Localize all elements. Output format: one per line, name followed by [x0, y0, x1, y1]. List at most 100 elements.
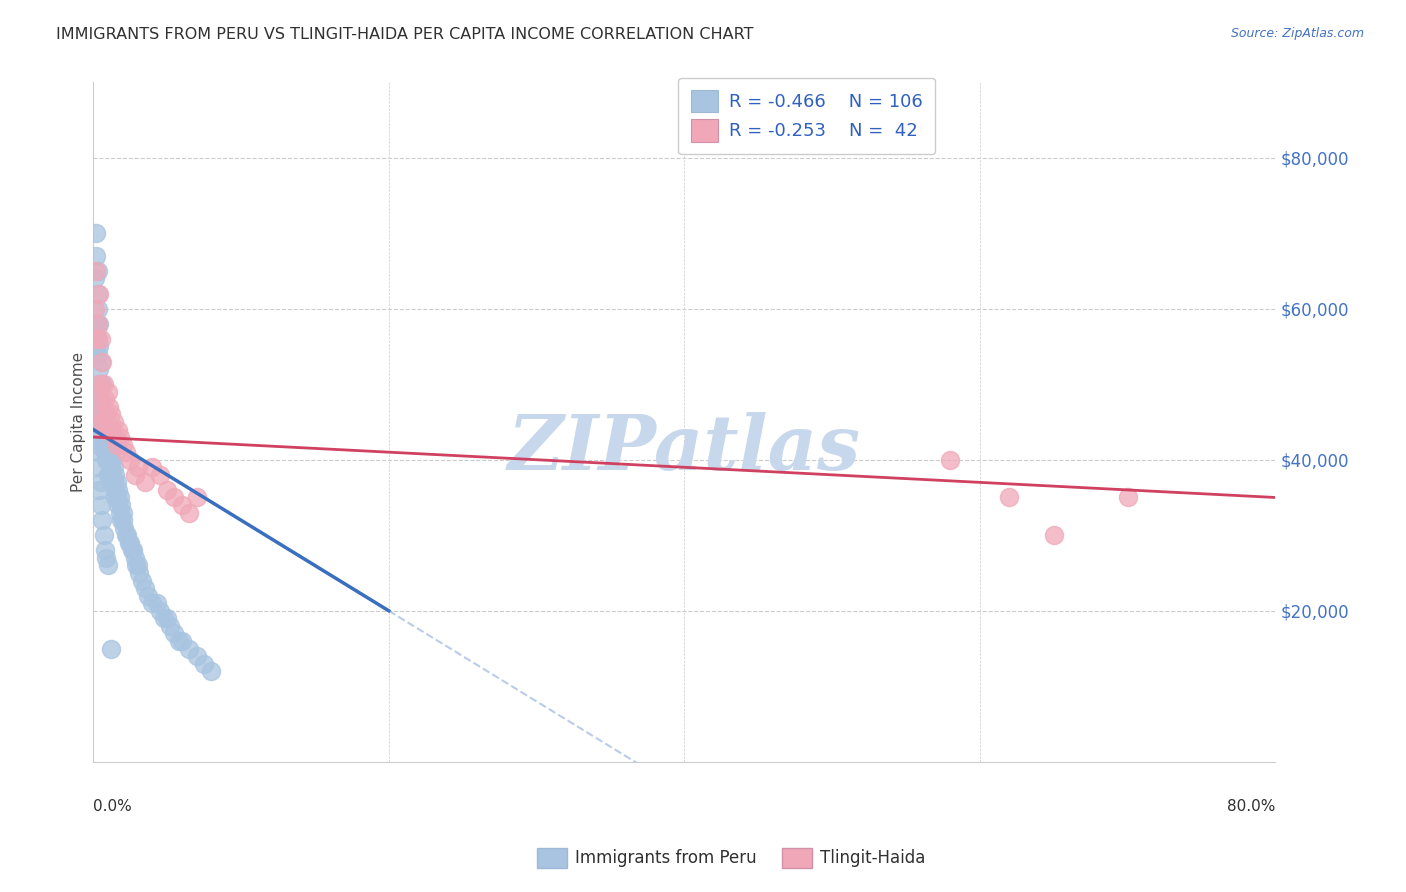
Point: [91, 415, 114, 429]
Point: [86, 317, 108, 331]
Point: [84, 423, 107, 437]
Point: [186, 491, 208, 505]
Point: [998, 491, 1021, 505]
Point: [83, 408, 105, 422]
Point: [91, 513, 114, 527]
Point: [90, 354, 112, 368]
Text: IMMIGRANTS FROM PERU VS TLINGIT-HAIDA PER CAPITA INCOME CORRELATION CHART: IMMIGRANTS FROM PERU VS TLINGIT-HAIDA PE…: [56, 27, 754, 42]
Point: [114, 528, 136, 542]
Point: [141, 596, 163, 610]
Point: [93, 408, 115, 422]
Point: [100, 475, 122, 490]
Point: [141, 460, 163, 475]
Point: [100, 445, 122, 459]
Point: [110, 513, 132, 527]
Point: [124, 467, 146, 482]
Point: [108, 491, 131, 505]
Point: [90, 392, 112, 407]
Point: [104, 483, 127, 497]
Text: Source: ZipAtlas.com: Source: ZipAtlas.com: [1230, 27, 1364, 40]
Point: [84, 332, 107, 346]
Point: [97, 558, 120, 573]
Point: [96, 408, 118, 422]
Point: [111, 437, 134, 451]
Legend: Immigrants from Peru, Tlingit-Haida: Immigrants from Peru, Tlingit-Haida: [530, 841, 932, 875]
Point: [179, 506, 201, 520]
Point: [94, 392, 117, 407]
Point: [87, 339, 110, 353]
Point: [91, 354, 114, 368]
Point: [100, 408, 122, 422]
Point: [167, 634, 190, 648]
Point: [97, 384, 120, 399]
Point: [163, 491, 186, 505]
Point: [101, 452, 124, 467]
Point: [90, 408, 112, 422]
Point: [112, 521, 135, 535]
Point: [122, 543, 145, 558]
Point: [115, 528, 138, 542]
Point: [163, 626, 186, 640]
Point: [101, 423, 124, 437]
Point: [103, 460, 125, 475]
Point: [97, 430, 120, 444]
Point: [107, 498, 129, 512]
Point: [98, 452, 121, 467]
Point: [111, 506, 134, 520]
Point: [121, 543, 143, 558]
Point: [179, 641, 201, 656]
Point: [125, 558, 148, 573]
Point: [84, 226, 107, 240]
Point: [86, 347, 108, 361]
Point: [90, 498, 112, 512]
Point: [117, 536, 139, 550]
Point: [114, 445, 136, 459]
Point: [94, 445, 117, 459]
Point: [91, 377, 114, 392]
Point: [87, 317, 110, 331]
Point: [94, 415, 117, 429]
Point: [100, 641, 122, 656]
Point: [94, 543, 117, 558]
Point: [1116, 491, 1139, 505]
Y-axis label: Per Capita Income: Per Capita Income: [72, 352, 86, 492]
Point: [98, 467, 121, 482]
Point: [86, 286, 108, 301]
Point: [153, 611, 176, 625]
Point: [111, 513, 134, 527]
Point: [127, 558, 149, 573]
Point: [939, 452, 962, 467]
Point: [94, 430, 117, 444]
Point: [86, 317, 108, 331]
Text: ZIPatlas: ZIPatlas: [508, 412, 860, 486]
Point: [86, 392, 108, 407]
Point: [86, 460, 108, 475]
Point: [87, 377, 110, 392]
Point: [134, 581, 156, 595]
Point: [93, 423, 115, 437]
Point: [83, 301, 105, 316]
Point: [108, 506, 131, 520]
Point: [156, 483, 179, 497]
Point: [101, 467, 124, 482]
Point: [90, 475, 112, 490]
Point: [83, 317, 105, 331]
Point: [131, 574, 153, 588]
Point: [96, 437, 118, 451]
Legend: R = -0.466    N = 106, R = -0.253    N =  42: R = -0.466 N = 106, R = -0.253 N = 42: [678, 78, 935, 154]
Point: [87, 408, 110, 422]
Point: [87, 445, 110, 459]
Point: [134, 475, 156, 490]
Point: [104, 467, 127, 482]
Point: [97, 423, 120, 437]
Point: [145, 596, 167, 610]
Point: [105, 437, 128, 451]
Point: [105, 491, 128, 505]
Point: [186, 648, 208, 663]
Point: [86, 332, 108, 346]
Point: [93, 423, 115, 437]
Point: [105, 475, 128, 490]
Point: [100, 460, 122, 475]
Point: [103, 415, 125, 429]
Point: [159, 619, 181, 633]
